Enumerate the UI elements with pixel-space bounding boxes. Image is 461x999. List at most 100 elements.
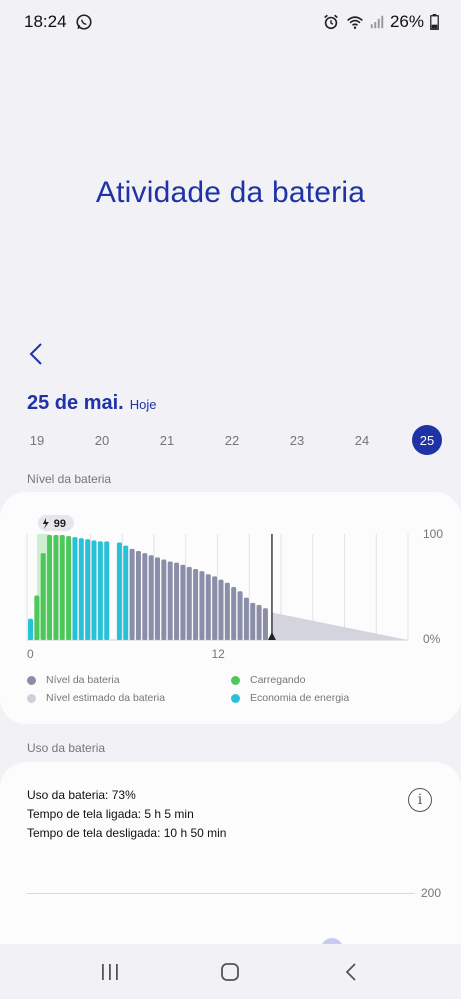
day-item[interactable]: 22 [224,432,240,448]
usage-summary: Uso da bateria: 73% Tempo de tela ligada… [27,786,226,843]
battery-bar [243,597,249,640]
page-title: Atividade da bateria [95,176,366,209]
legend-dot [27,693,36,703]
battery-bar [180,564,186,640]
day-selector: 19 20 21 22 23 24 25 [22,425,442,455]
battery-bar [218,579,224,640]
battery-bar [142,553,148,640]
x-tick-label: 0 [27,647,34,661]
battery-bar [212,576,218,640]
battery-bar [231,587,237,640]
x-tick-label: 12 [212,647,226,661]
y-tick-label: 0% [423,632,441,646]
battery-bar [256,605,262,640]
legend-dot [27,675,36,685]
legend-dot [231,675,240,685]
day-item[interactable]: 23 [289,432,305,448]
battery-bar [123,545,129,640]
battery-bar [155,557,160,640]
status-bar: 18:24 26% [0,0,461,44]
battery-bar [116,542,122,640]
selected-date: 25 de mai. Hoje [27,392,156,415]
info-icon[interactable]: i [408,788,432,812]
legend-label: Economia de energia [250,692,350,704]
battery-level-chart[interactable]: 99 100 0% 0 12 [0,492,461,667]
battery-bar [129,548,135,640]
legend-label: Nível estimado da bateria [46,692,166,704]
peak-value: 99 [54,518,66,530]
battery-bar [193,568,199,640]
legend-label: Carregando [250,674,306,686]
usage-line: Tempo de tela desligada: 10 h 50 min [27,826,227,840]
info-symbol: i [417,792,423,808]
legend-item: Carregando [231,674,431,686]
battery-bar [78,538,84,640]
battery-icon [430,14,439,30]
battery-bar [59,535,65,640]
back-nav-button[interactable] [331,952,371,992]
battery-bar [47,535,53,640]
battery-bar [66,536,72,640]
battery-bar [97,541,103,640]
navigation-bar [0,944,461,999]
battery-bar [34,595,40,640]
battery-estimate [271,612,408,640]
back-button[interactable] [22,340,50,368]
legend-item: Nível estimado da bateria [27,692,231,704]
whatsapp-icon [75,14,92,30]
usage-y-tick: 200 [421,886,442,900]
battery-bar [53,535,59,640]
day-item[interactable]: 24 [354,432,370,448]
battery-bar [85,539,91,640]
chart-legend: Nível da bateria Carregando Nível estima… [27,674,447,704]
battery-bar [91,540,97,640]
battery-bar [224,582,230,640]
wifi-icon [347,16,363,29]
day-item[interactable]: 19 [29,432,45,448]
legend-dot [231,693,240,703]
battery-bar [148,555,154,640]
recents-icon [102,963,118,980]
y-tick-label: 100 [423,527,443,541]
day-item[interactable]: 20 [94,432,110,448]
legend-item: Economia de energia [231,692,431,704]
day-item-selected[interactable]: 25 [412,425,442,455]
current-time-pointer [267,632,276,640]
battery-percent: 26% [389,12,424,31]
battery-bar [237,591,243,640]
signal-icon [370,15,384,29]
battery-bar [199,571,205,640]
date-main: 25 de mai. [27,392,124,414]
recents-button[interactable] [90,952,130,992]
chevron-left-icon [29,343,42,365]
status-time: 18:24 [24,12,67,31]
battery-bar [72,537,78,640]
battery-bar [186,566,192,640]
battery-usage-label: Uso da bateria [27,741,106,755]
home-icon [221,962,240,981]
battery-bar [250,602,256,640]
battery-level-card: 99 100 0% 0 12 Nível da bateria Carregando N… [0,492,461,724]
battery-bar [104,541,110,640]
day-item[interactable]: 21 [159,432,175,448]
battery-bar [161,559,167,640]
battery-bar [28,618,33,640]
usage-gridline [27,893,415,894]
battery-bar [262,608,268,640]
alarm-icon [324,14,338,30]
usage-line: Tempo de tela ligada: 5 h 5 min [27,807,194,821]
legend-item: Nível da bateria [27,674,231,686]
legend-label: Nível da bateria [46,674,120,686]
battery-bar [174,562,180,640]
date-sub: Hoje [129,397,157,412]
peak-badge [37,515,74,531]
battery-level-label: Nível da bateria [27,472,112,486]
bolt-icon [42,518,49,529]
battery-bar [40,553,46,640]
back-nav-icon [345,962,356,981]
usage-line: Uso da bateria: 73% [27,788,136,802]
battery-bar [135,550,141,640]
battery-bar [167,561,173,640]
home-button[interactable] [210,952,250,992]
battery-bar [205,574,211,640]
